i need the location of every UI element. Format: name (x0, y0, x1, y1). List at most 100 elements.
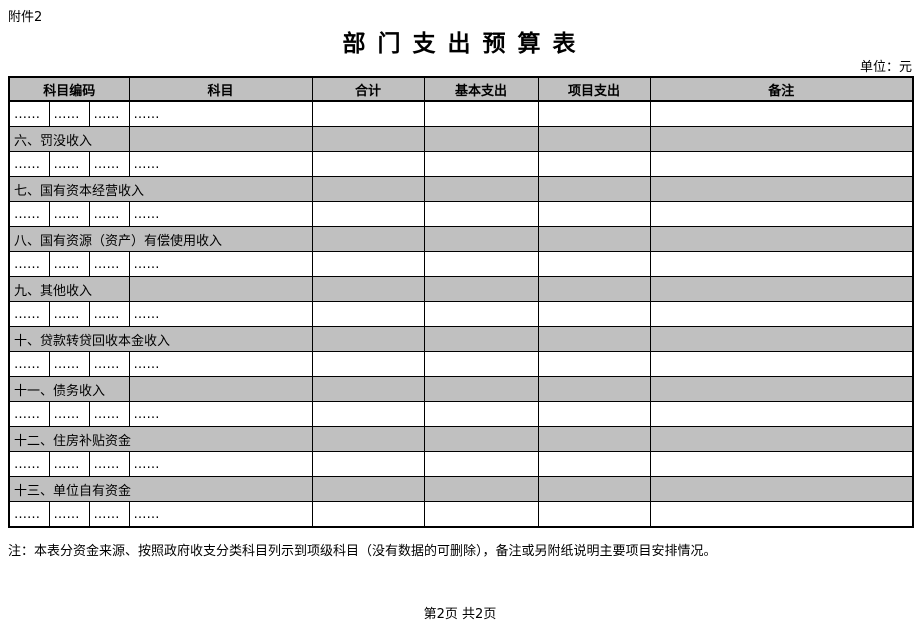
header-project-expenditure: 项目支出 (537, 76, 651, 102)
ellipsis-cell: …… (8, 351, 50, 377)
unit-label: 单位：元 (859, 60, 912, 75)
empty-cell (649, 401, 914, 427)
ellipsis-cell: …… (88, 151, 130, 177)
empty-cell (311, 476, 425, 502)
footnote: 注：本表分资金来源、按照政府收支分类科目列示到项级科目（没有数据的可删除），备注… (8, 544, 717, 559)
budget-table: 科目编码 科目 合计 基本支出 项目支出 备注 …………………… 六、罚没收入……… (8, 76, 915, 528)
section-label-cell: 六、罚没收入 (8, 126, 130, 152)
empty-cell (311, 226, 425, 252)
empty-cell (423, 426, 539, 452)
section-row: 十一、债务收入 (8, 376, 914, 402)
ellipsis-cell: …… (88, 351, 130, 377)
ellipsis-cell: …… (88, 401, 130, 427)
empty-cell (311, 201, 425, 227)
ellipsis-cell: …… (88, 251, 130, 277)
empty-cell (537, 451, 651, 477)
section-row: 十二、住房补贴资金 (8, 426, 914, 452)
table-body: …………………… 六、罚没收入…………………… 七、国有资本经营收入……………………… (8, 100, 914, 528)
ellipsis-cell: …… (128, 201, 313, 227)
empty-cell (311, 176, 425, 202)
empty-cell (311, 126, 425, 152)
empty-cell (537, 251, 651, 277)
table-row: …………………… (8, 351, 914, 377)
ellipsis-cell: …… (48, 201, 90, 227)
table-row: …………………… (8, 401, 914, 427)
empty-cell (423, 251, 539, 277)
empty-cell (423, 451, 539, 477)
empty-cell (537, 201, 651, 227)
empty-cell (423, 301, 539, 327)
empty-cell (649, 276, 914, 302)
ellipsis-cell: …… (128, 351, 313, 377)
empty-cell (537, 276, 651, 302)
table-row: …………………… (8, 201, 914, 227)
ellipsis-cell: …… (8, 501, 50, 528)
empty-cell (649, 376, 914, 402)
ellipsis-cell: …… (128, 451, 313, 477)
section-label-cell: 十一、债务收入 (8, 376, 130, 402)
page-number: 第2页 共2页 (423, 607, 497, 622)
section-label-cell: 八、国有资源（资产）有偿使用收入 (8, 226, 313, 252)
header-basic-expenditure: 基本支出 (423, 76, 539, 102)
table-header: 科目编码 科目 合计 基本支出 项目支出 备注 (8, 76, 914, 102)
ellipsis-cell: …… (88, 501, 130, 528)
ellipsis-cell: …… (8, 201, 50, 227)
empty-cell (128, 276, 313, 302)
ellipsis-cell: …… (48, 351, 90, 377)
table-row: …………………… (8, 501, 914, 528)
header-subject: 科目 (128, 76, 313, 102)
empty-cell (311, 326, 425, 352)
ellipsis-cell: …… (128, 251, 313, 277)
empty-cell (423, 100, 539, 127)
ellipsis-cell: …… (88, 201, 130, 227)
empty-cell (311, 351, 425, 377)
empty-cell (649, 201, 914, 227)
ellipsis-cell: …… (48, 251, 90, 277)
empty-cell (537, 401, 651, 427)
section-label-cell: 十二、住房补贴资金 (8, 426, 313, 452)
empty-cell (311, 426, 425, 452)
empty-cell (649, 251, 914, 277)
empty-cell (423, 226, 539, 252)
section-label-cell: 九、其他收入 (8, 276, 130, 302)
empty-cell (649, 476, 914, 502)
ellipsis-cell: …… (128, 100, 313, 127)
section-row: 九、其他收入 (8, 276, 914, 302)
empty-cell (649, 176, 914, 202)
empty-cell (311, 451, 425, 477)
empty-cell (537, 176, 651, 202)
ellipsis-cell: …… (88, 100, 130, 127)
ellipsis-cell: …… (128, 501, 313, 528)
empty-cell (423, 351, 539, 377)
empty-cell (649, 100, 914, 127)
empty-cell (649, 301, 914, 327)
empty-cell (423, 126, 539, 152)
ellipsis-cell: …… (48, 401, 90, 427)
empty-cell (311, 301, 425, 327)
ellipsis-cell: …… (8, 100, 50, 127)
ellipsis-cell: …… (88, 451, 130, 477)
ellipsis-cell: …… (88, 301, 130, 327)
ellipsis-cell: …… (8, 151, 50, 177)
empty-cell (649, 326, 914, 352)
ellipsis-cell: …… (48, 100, 90, 127)
empty-cell (423, 476, 539, 502)
empty-cell (128, 126, 313, 152)
empty-cell (311, 151, 425, 177)
empty-cell (423, 176, 539, 202)
empty-cell (311, 376, 425, 402)
header-remarks: 备注 (649, 76, 914, 102)
empty-cell (537, 151, 651, 177)
empty-cell (423, 501, 539, 528)
section-row: 八、国有资源（资产）有偿使用收入 (8, 226, 914, 252)
ellipsis-cell: …… (48, 451, 90, 477)
ellipsis-cell: …… (8, 451, 50, 477)
empty-cell (423, 401, 539, 427)
table-row: …………………… (8, 301, 914, 327)
section-label-cell: 十、贷款转贷回收本金收入 (8, 326, 313, 352)
section-row: 六、罚没收入 (8, 126, 914, 152)
empty-cell (128, 376, 313, 402)
empty-cell (537, 301, 651, 327)
ellipsis-cell: …… (48, 151, 90, 177)
